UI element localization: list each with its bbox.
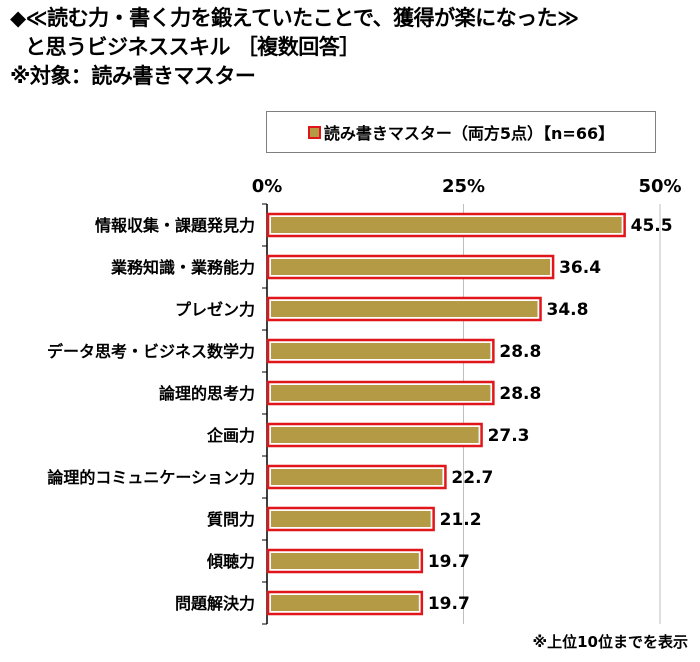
x-tick-label-25: 25% <box>442 176 485 197</box>
bar <box>271 259 551 275</box>
x-tick-label-50: 50% <box>638 176 681 197</box>
bar <box>271 469 443 485</box>
chart-title-line-2: と思うビジネススキル ［複数回答］ <box>25 35 360 59</box>
category-label: 論理的思考力 <box>159 384 255 403</box>
bar <box>271 385 491 401</box>
value-label: 34.8 <box>547 300 589 320</box>
value-label: 19.7 <box>428 594 470 614</box>
value-label: 21.2 <box>440 510 482 530</box>
category-label: 論理的コミュニケーション力 <box>47 468 255 487</box>
value-label: 28.8 <box>499 384 541 404</box>
category-label: 質問力 <box>207 510 255 529</box>
category-label: 問題解決力 <box>175 594 255 613</box>
value-label: 45.5 <box>631 216 673 236</box>
chart-title-line-3: ※対象：読み書きマスター <box>10 64 256 88</box>
legend-label: 読み書きマスター（両方5点）【n=66】 <box>323 124 615 143</box>
bar <box>271 553 419 569</box>
category-label: 傾聴力 <box>206 552 255 571</box>
chart-legend: 読み書きマスター（両方5点）【n=66】 <box>266 111 656 153</box>
x-tick-label-0: 0% <box>252 176 283 197</box>
chart-title-line-1: ◆≪読む力・書く力を鍛えていたことで、獲得が楽になった≫ <box>10 6 579 30</box>
category-label: 企画力 <box>206 426 255 445</box>
value-label: 36.4 <box>559 258 601 278</box>
value-label: 27.3 <box>488 426 530 446</box>
bar <box>271 511 431 527</box>
bar <box>271 301 538 317</box>
legend-swatch <box>307 125 321 139</box>
value-label: 28.8 <box>499 342 541 362</box>
category-label: データ思考・ビジネス数学力 <box>47 342 255 361</box>
bar <box>271 595 419 611</box>
category-label: プレゼン力 <box>175 300 255 319</box>
value-label: 19.7 <box>428 552 470 572</box>
bar <box>271 343 491 359</box>
bar <box>271 427 479 443</box>
footnote: ※上位10位までを表示 <box>532 633 688 651</box>
value-label: 22.7 <box>451 468 493 488</box>
category-label: 業務知識・業務能力 <box>110 258 255 277</box>
bar <box>271 217 622 233</box>
category-label: 情報収集・課題発見力 <box>95 216 255 235</box>
